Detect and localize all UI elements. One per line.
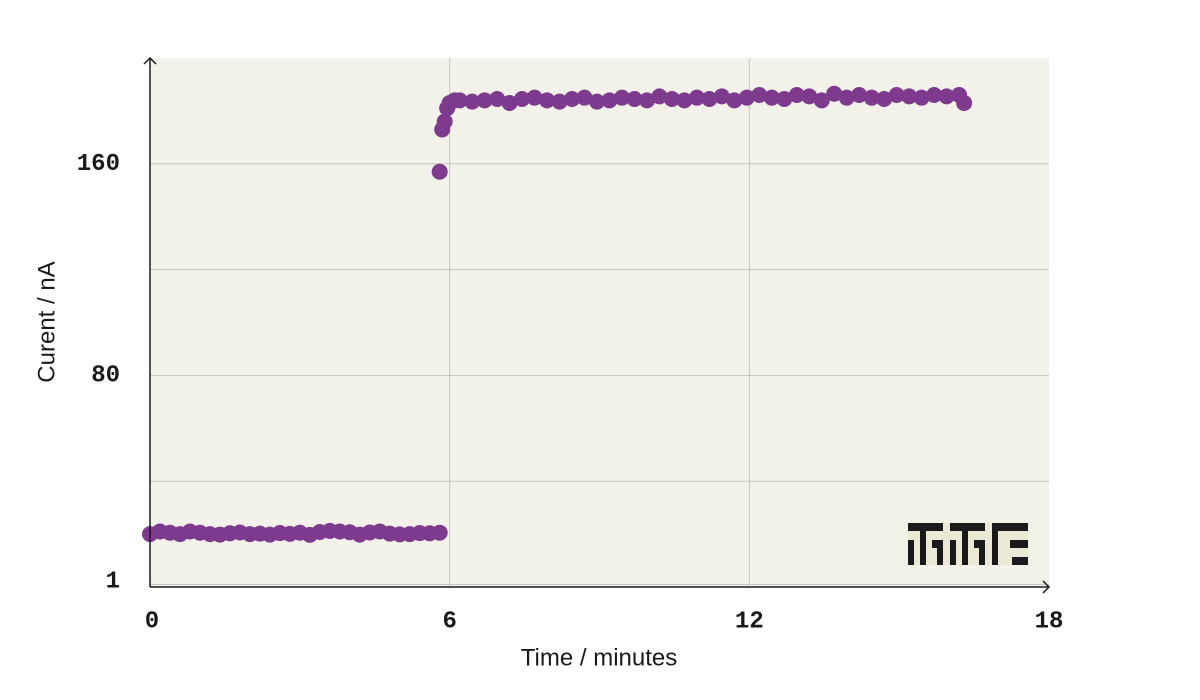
point	[589, 93, 606, 110]
point	[738, 89, 755, 106]
point	[863, 89, 880, 106]
point	[901, 88, 918, 105]
y-tick-label: 160	[77, 151, 120, 178]
point	[451, 92, 468, 109]
point	[501, 94, 518, 111]
point	[663, 90, 680, 107]
point	[876, 90, 893, 107]
x-axis-title: Time / minutes	[521, 644, 677, 671]
x-arrow	[1042, 580, 1051, 594]
point	[626, 90, 643, 107]
point	[713, 88, 730, 105]
point	[436, 113, 453, 130]
point	[551, 93, 568, 110]
point	[489, 90, 506, 107]
points	[142, 85, 973, 543]
point	[788, 87, 805, 104]
point	[676, 92, 693, 109]
point	[701, 90, 718, 107]
point	[526, 89, 543, 106]
point	[564, 90, 581, 107]
point	[813, 92, 830, 109]
point	[601, 92, 618, 109]
point	[851, 87, 868, 104]
grid	[150, 58, 1049, 587]
point	[763, 89, 780, 106]
point	[539, 92, 556, 109]
y-tick-label: 80	[91, 363, 120, 390]
point	[464, 93, 481, 110]
point	[913, 89, 930, 106]
point	[638, 92, 655, 109]
x-tick-label: 12	[735, 608, 764, 635]
point	[776, 90, 793, 107]
point	[431, 524, 448, 541]
point	[476, 92, 493, 109]
point	[826, 85, 843, 102]
x-tick-label: 18	[1035, 608, 1064, 635]
x-tick-label: 6	[442, 608, 456, 635]
logo	[908, 523, 1028, 565]
point	[613, 89, 630, 106]
y-tick-label: 1	[106, 568, 120, 595]
y-axis-title: Curent / nA	[33, 261, 60, 382]
point	[751, 87, 768, 104]
point	[838, 89, 855, 106]
point	[926, 87, 943, 104]
point	[888, 87, 905, 104]
point	[726, 92, 743, 109]
plot-area	[150, 58, 1049, 587]
point	[431, 163, 448, 180]
point	[938, 88, 955, 105]
x-tick-label: 0	[145, 608, 159, 635]
point	[514, 90, 531, 107]
point	[801, 88, 818, 105]
point	[688, 89, 705, 106]
point	[651, 88, 668, 105]
y-arrow	[143, 56, 157, 65]
point	[956, 94, 973, 111]
point	[576, 89, 593, 106]
